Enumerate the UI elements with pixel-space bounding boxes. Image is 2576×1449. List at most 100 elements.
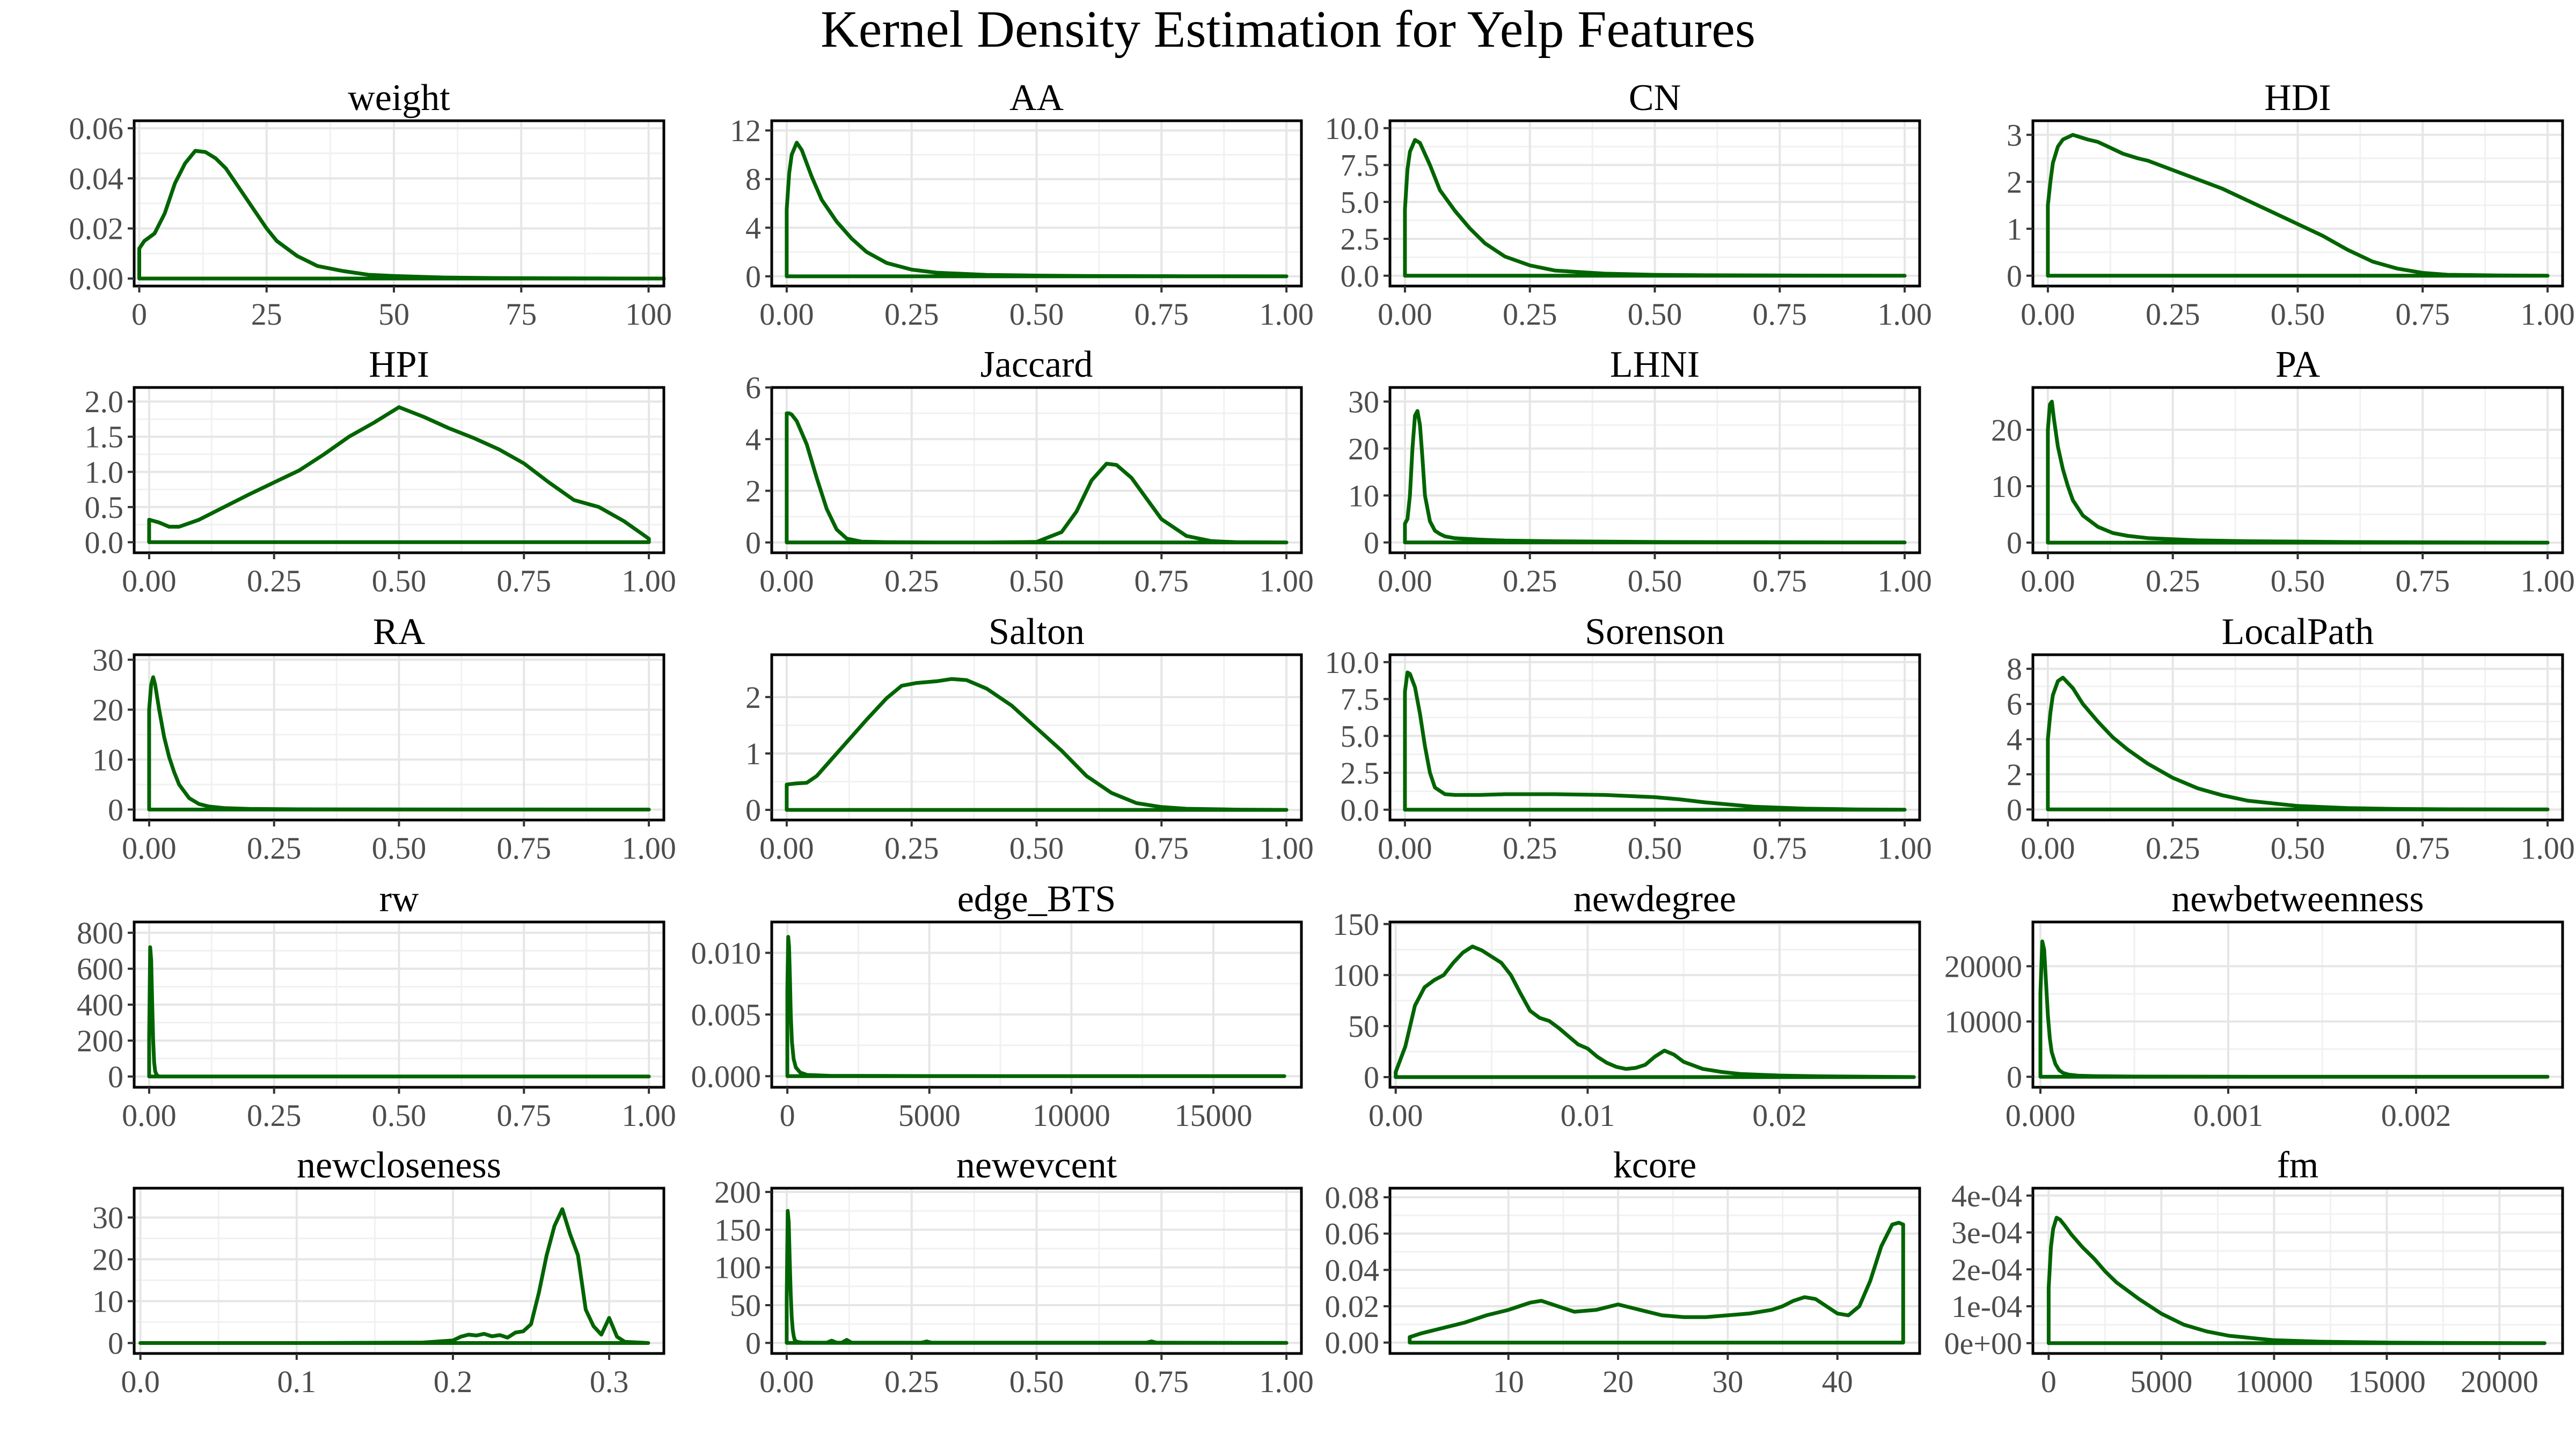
x-tick-label: 0.25: [247, 564, 302, 598]
x-tick-label: 0.00: [1378, 564, 1432, 598]
minor-grid: [2033, 1188, 2563, 1353]
subplot-title: LHNI: [1610, 344, 1700, 385]
x-axis-tick-labels: 0.0 0.1 0.2 0.3: [121, 1353, 628, 1399]
x-tick-label: 1.00: [1877, 564, 1932, 598]
y-axis-tick-labels: 0 10 20 30: [92, 1201, 134, 1361]
density-line: [1403, 670, 1907, 812]
y-tick-label: 0: [108, 1059, 123, 1094]
y-tick-label: 0e+00: [1944, 1326, 2022, 1361]
x-tick-label: 0.50: [2271, 297, 2325, 332]
x-tick-label: 0: [2041, 1364, 2057, 1399]
x-tick-label: 0.25: [2146, 564, 2200, 598]
x-tick-label: 20: [1602, 1364, 1634, 1399]
y-tick-label: 0: [2007, 259, 2022, 294]
x-tick-label: 75: [506, 297, 537, 332]
x-tick-label: 100: [625, 297, 672, 332]
x-tick-label: 0.50: [2271, 564, 2325, 598]
density-line: [2038, 939, 2550, 1079]
y-tick-label: 100: [714, 1250, 761, 1285]
y-axis-tick-labels: 0 1 2: [745, 680, 772, 828]
x-tick-label: 1.00: [2520, 297, 2575, 332]
density-line: [138, 1207, 650, 1345]
y-axis-tick-labels: 0 10000 20000: [1944, 949, 2033, 1094]
x-tick-label: 1.00: [1259, 297, 1314, 332]
x-tick-label: 25: [251, 297, 282, 332]
x-tick-label: 1.00: [1877, 297, 1932, 332]
density-line: [2046, 133, 2550, 278]
y-axis-tick-labels: 0.000.020.040.060.08: [1325, 1180, 1390, 1360]
x-tick-label: 15000: [1174, 1098, 1252, 1133]
y-tick-label: 0: [1364, 525, 1379, 560]
density-line: [137, 149, 666, 281]
y-tick-label: 5.0: [1341, 719, 1380, 753]
y-tick-label: 10: [1991, 469, 2022, 504]
y-tick-label: 1.5: [85, 420, 124, 455]
subplot-salton: Salton 0.00 0.25 0.50 0.75 1.00 0 1 2: [745, 611, 1314, 866]
y-tick-label: 0.06: [69, 111, 124, 146]
panel-background: [2033, 922, 2563, 1087]
minor-grid: [1390, 1188, 1920, 1353]
x-axis-tick-labels: 0.00 0.25 0.50 0.75 1.00: [1378, 820, 1932, 866]
x-tick-label: 1.00: [1259, 1364, 1314, 1399]
x-tick-label: 0.75: [1135, 297, 1189, 332]
subplot-weight: weight 0 25 50 75 100 0.00 0.02 0.04 0.06: [69, 77, 672, 332]
x-tick-label: 0.50: [1009, 1364, 1064, 1399]
x-axis-tick-labels: 0.00 0.25 0.50 0.75 1.00: [759, 1353, 1314, 1399]
density-line: [147, 945, 651, 1079]
y-tick-label: 2.0: [85, 384, 124, 419]
x-tick-label: 0.25: [884, 297, 939, 332]
y-tick-label: 20000: [1944, 949, 2022, 984]
x-tick-label: 10: [1493, 1364, 1524, 1399]
x-tick-label: 0.002: [2381, 1098, 2451, 1133]
x-axis-tick-labels: 0.00 0.25 0.50 0.75 1.00: [759, 553, 1314, 598]
x-tick-label: 0.50: [1628, 297, 1682, 332]
y-tick-label: 0.06: [1325, 1217, 1380, 1252]
x-tick-label: 0.00: [2021, 564, 2075, 598]
x-tick-label: 0.00: [759, 1364, 814, 1399]
subplot-title: Salton: [989, 611, 1085, 653]
x-tick-label: 0.75: [1753, 831, 1807, 866]
y-tick-label: 7.5: [1341, 148, 1380, 183]
density-line: [147, 405, 651, 544]
y-axis-tick-labels: 0.000 0.005 0.010: [691, 935, 772, 1094]
panel-background: [772, 922, 1301, 1087]
y-tick-label: 1: [2007, 211, 2022, 246]
panel-border: [1388, 920, 1921, 1089]
x-tick-label: 0.1: [277, 1364, 317, 1399]
x-tick-label: 0: [131, 297, 147, 332]
y-tick-label: 7.5: [1341, 682, 1380, 717]
x-tick-label: 0.75: [1135, 564, 1189, 598]
subplot-title: PA: [2275, 344, 2321, 385]
x-tick-label: 0.00: [2021, 831, 2075, 866]
y-tick-label: 30: [92, 642, 123, 677]
y-axis-tick-labels: 0.00.51.01.52.0: [85, 384, 134, 560]
subplot-title: newcloseness: [297, 1145, 501, 1186]
x-tick-label: 10000: [1033, 1098, 1110, 1133]
x-axis-tick-labels: 0.00 0.25 0.50 0.75 1.00: [122, 553, 676, 598]
x-tick-label: 0.25: [1503, 564, 1557, 598]
x-tick-label: 1.00: [2520, 564, 2575, 598]
subplot-title: Sorenson: [1585, 611, 1725, 653]
y-tick-label: 4: [745, 210, 761, 245]
y-tick-label: 50: [730, 1288, 761, 1323]
y-tick-label: 2: [745, 680, 761, 715]
subplot-title: CN: [1629, 77, 1681, 119]
y-tick-label: 10000: [1944, 1004, 2022, 1039]
x-tick-label: 0.00: [122, 1098, 177, 1133]
y-tick-label: 8: [745, 162, 761, 197]
subplot-newbetweenness: newbetweenness 0.000 0.001 0.002 0 10000 20000: [1944, 879, 2564, 1133]
y-tick-label: 0.00: [1325, 1326, 1380, 1360]
x-tick-label: 0.50: [1628, 564, 1682, 598]
x-tick-label: 0.75: [1135, 831, 1189, 866]
y-axis-tick-labels: 0 50 100 150: [1333, 907, 1390, 1095]
y-axis-tick-labels: 0 10 20 30: [1348, 384, 1390, 560]
panel-border: [133, 1187, 665, 1355]
x-axis-tick-labels: 0 5000 10000 15000 20000: [2041, 1353, 2538, 1399]
y-tick-label: 10: [92, 1284, 123, 1319]
panel-background: [2033, 1188, 2563, 1353]
x-tick-label: 0.50: [1009, 564, 1064, 598]
density-line: [1403, 138, 1907, 278]
y-axis-tick-labels: 0.02.55.07.510.0: [1325, 111, 1390, 294]
